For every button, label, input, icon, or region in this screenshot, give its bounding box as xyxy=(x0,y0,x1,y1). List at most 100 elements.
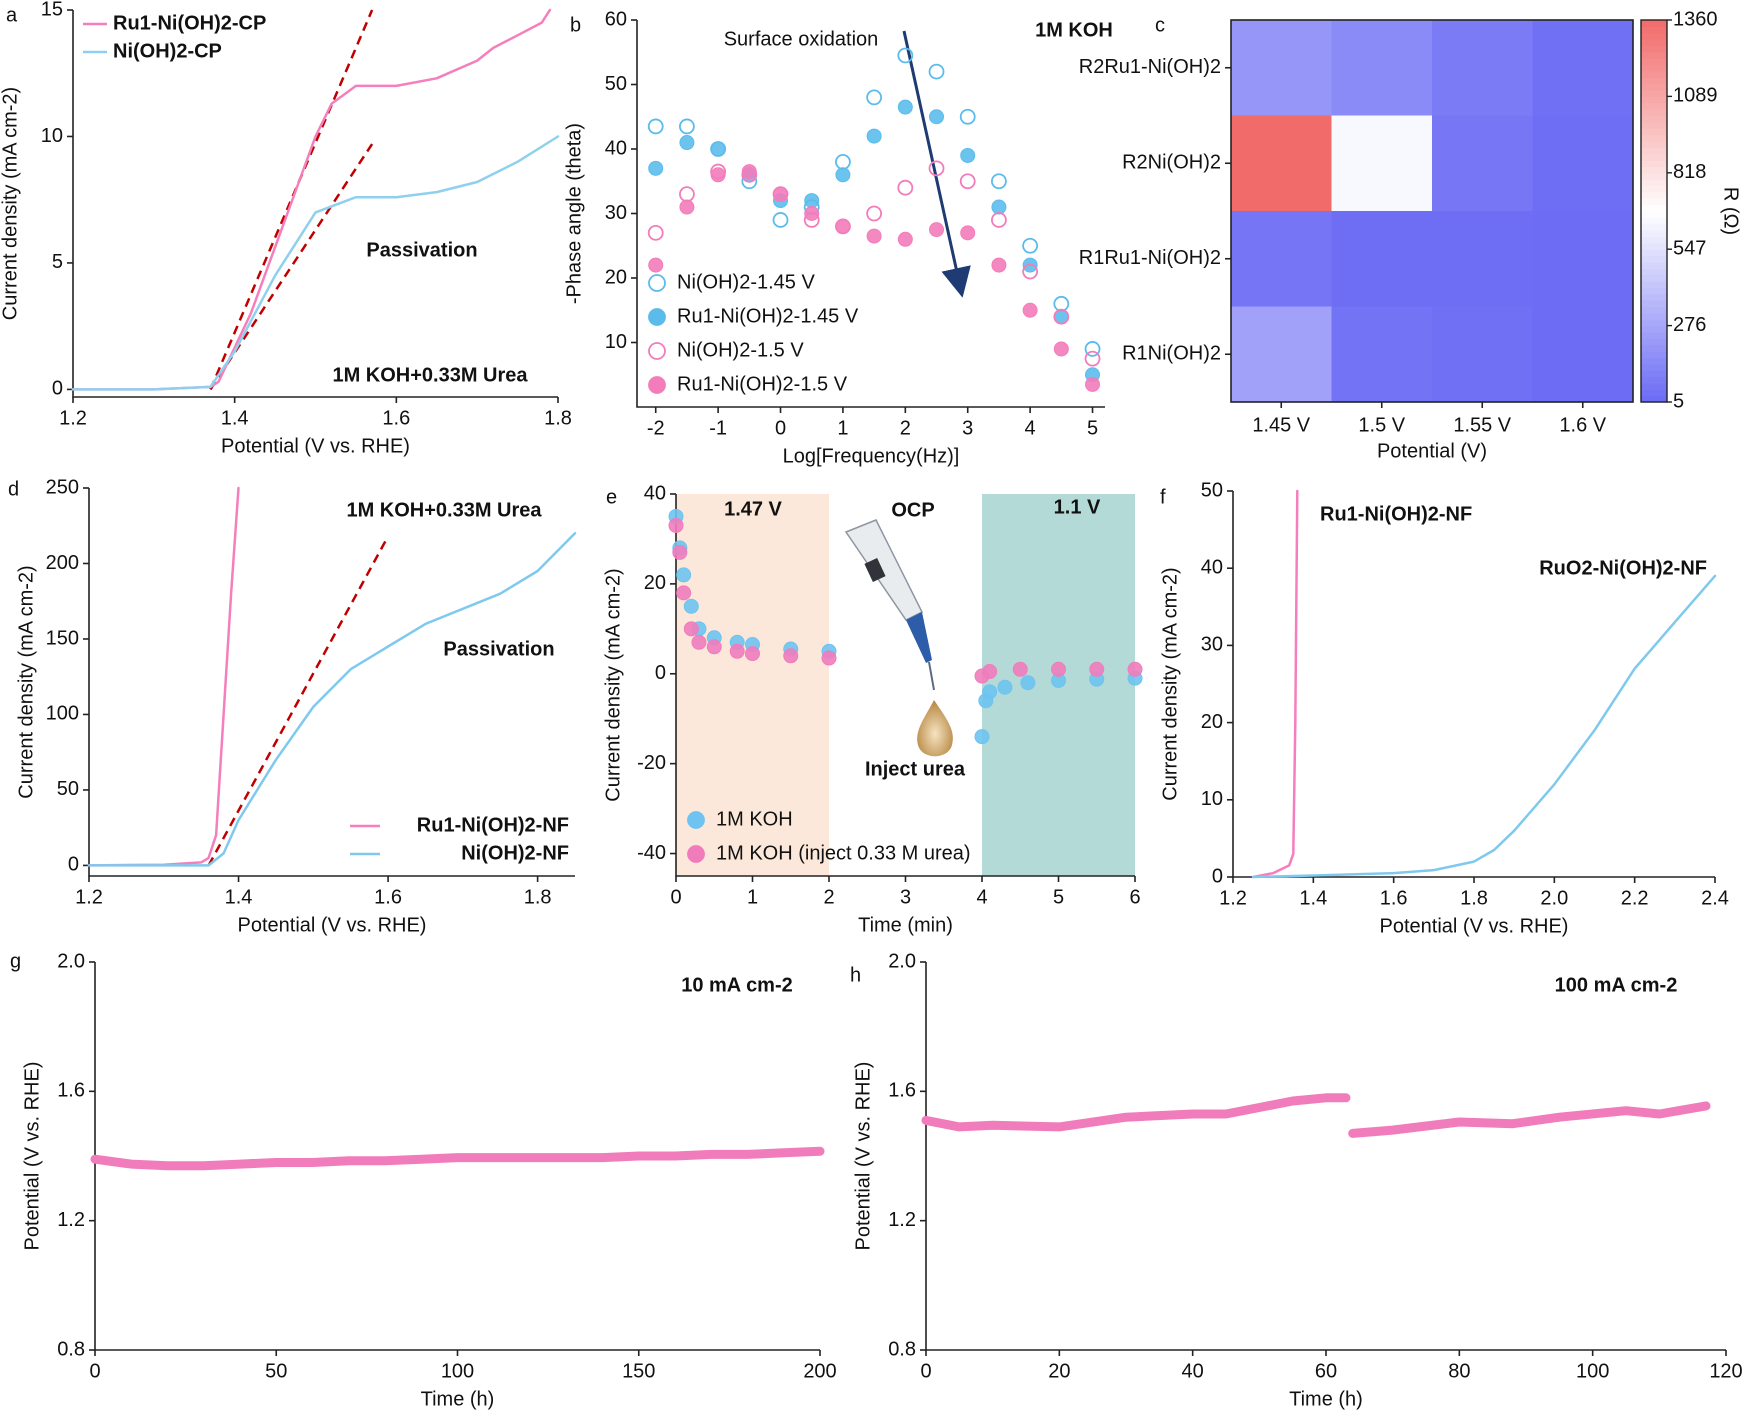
x-axis-label: Time (h) xyxy=(421,1388,495,1410)
x-tick-label: 0 xyxy=(670,886,681,908)
y-tick-label: 1.2 xyxy=(57,1209,85,1231)
colorbar-step xyxy=(1641,268,1667,276)
y-axis-label: Potential (V vs. RHE) xyxy=(852,1062,874,1251)
panel-label: e xyxy=(606,486,617,508)
y-tick-label: R2Ru1-Ni(OH)2 xyxy=(1079,56,1221,78)
colorbar-step xyxy=(1641,344,1667,352)
data-point xyxy=(897,179,914,196)
heat-cell xyxy=(1331,211,1433,307)
colorbar-step xyxy=(1641,121,1667,129)
data-point xyxy=(897,231,913,247)
legend-label: Ni(OH)2-1.5 V xyxy=(677,339,804,361)
colorbar-tick-label: 1089 xyxy=(1673,85,1718,107)
x-tick-label: 1.2 xyxy=(75,886,103,908)
colorbar-step xyxy=(1641,293,1667,301)
colorbar-step xyxy=(1641,287,1667,295)
data-point xyxy=(1085,376,1101,392)
y-tick-label: 50 xyxy=(57,778,79,800)
y-tick-label: 10 xyxy=(41,125,63,147)
x-tick-label: 1.45 V xyxy=(1252,414,1310,436)
data-point xyxy=(668,517,684,533)
legend-label: Ru1-Ni(OH)2-1.45 V xyxy=(677,305,859,327)
data-point xyxy=(991,173,1007,190)
colorbar-step xyxy=(1641,153,1667,161)
annotation: Surface oxidation xyxy=(724,28,879,50)
data-point xyxy=(982,664,998,680)
heat-cell xyxy=(1231,115,1332,212)
data-point xyxy=(991,257,1007,273)
annotation: Passivation xyxy=(366,239,477,261)
x-tick-label: 200 xyxy=(803,1360,836,1382)
panel-label: d xyxy=(8,478,19,500)
colorbar-step xyxy=(1641,319,1667,327)
data-point xyxy=(1020,675,1036,691)
shaded-span xyxy=(676,494,829,876)
y-tick-label: 2.0 xyxy=(57,950,85,972)
annotation: 1M KOH xyxy=(1035,19,1113,41)
colorbar-step xyxy=(1641,376,1667,384)
x-tick-label: 1.4 xyxy=(1299,887,1327,909)
y-tick-label: -20 xyxy=(637,752,666,774)
data-point xyxy=(991,199,1007,215)
annotation: 1.47 V xyxy=(724,498,782,520)
colorbar-tick-label: 818 xyxy=(1673,161,1706,183)
y-tick-label: 1.6 xyxy=(57,1080,85,1102)
colorbar-step xyxy=(1641,312,1667,320)
legend-swatch xyxy=(648,342,666,360)
annotation: Passivation xyxy=(443,638,554,660)
heat-cell xyxy=(1432,211,1533,307)
colorbar-step xyxy=(1641,249,1667,257)
data-point xyxy=(648,257,664,273)
data-point xyxy=(1022,302,1038,318)
colorbar-step xyxy=(1641,395,1667,403)
data-point xyxy=(710,167,726,183)
heat-cell xyxy=(1331,115,1433,212)
x-tick-label: 3 xyxy=(962,417,973,439)
data-point xyxy=(959,108,976,125)
y-tick-label: 0.8 xyxy=(57,1338,85,1360)
y-tick-label: 20 xyxy=(644,572,666,594)
legend-label: Ru1-Ni(OH)2-CP xyxy=(113,12,266,34)
x-axis-label: Potential (V vs. RHE) xyxy=(221,435,410,457)
x-tick-label: 1 xyxy=(747,886,758,908)
x-tick-label: 2 xyxy=(823,886,834,908)
colorbar-step xyxy=(1641,236,1667,244)
y-tick-label: 20 xyxy=(1201,711,1223,733)
colorbar-step xyxy=(1641,172,1667,180)
y-tick-label: 60 xyxy=(605,8,627,30)
colorbar-step xyxy=(1641,357,1667,365)
x-tick-label: 1.6 xyxy=(1380,887,1408,909)
data-point xyxy=(960,147,976,163)
axes xyxy=(925,962,1726,1351)
data-point xyxy=(1053,341,1069,357)
x-tick-label: 2.0 xyxy=(1540,887,1568,909)
y-axis-label: Current density (mA cm-2) xyxy=(0,87,21,320)
y-tick-label: 10 xyxy=(605,331,627,353)
colorbar-step xyxy=(1641,83,1667,91)
colorbar-step xyxy=(1641,102,1667,110)
y-tick-label: 0 xyxy=(655,662,666,684)
data-point xyxy=(804,206,820,221)
x-axis-label: Potential (V vs. RHE) xyxy=(1380,915,1569,937)
colorbar-step xyxy=(1641,134,1667,142)
data-point xyxy=(929,222,945,238)
x-tick-label: 3 xyxy=(900,886,911,908)
data-point xyxy=(773,186,789,202)
x-tick-label: 4 xyxy=(1025,417,1036,439)
x-tick-label: 1.2 xyxy=(59,407,87,429)
y-tick-label: 200 xyxy=(46,552,79,574)
colorbar-tick-label: 1360 xyxy=(1673,8,1718,30)
colorbar-tick-label: 276 xyxy=(1673,314,1706,336)
x-tick-label: 5 xyxy=(1053,886,1064,908)
colorbar-label: R (Ω) xyxy=(1720,187,1742,235)
colorbar-step xyxy=(1641,389,1667,397)
x-tick-label: 120 xyxy=(1709,1360,1742,1382)
heat-cell xyxy=(1331,306,1433,403)
data-point xyxy=(835,218,851,234)
colorbar-step xyxy=(1641,274,1667,282)
x-tick-label: 0 xyxy=(89,1360,100,1382)
series-line xyxy=(71,135,560,391)
heat-cell xyxy=(1331,20,1433,116)
data-point xyxy=(683,598,699,614)
data-point xyxy=(1089,661,1105,677)
